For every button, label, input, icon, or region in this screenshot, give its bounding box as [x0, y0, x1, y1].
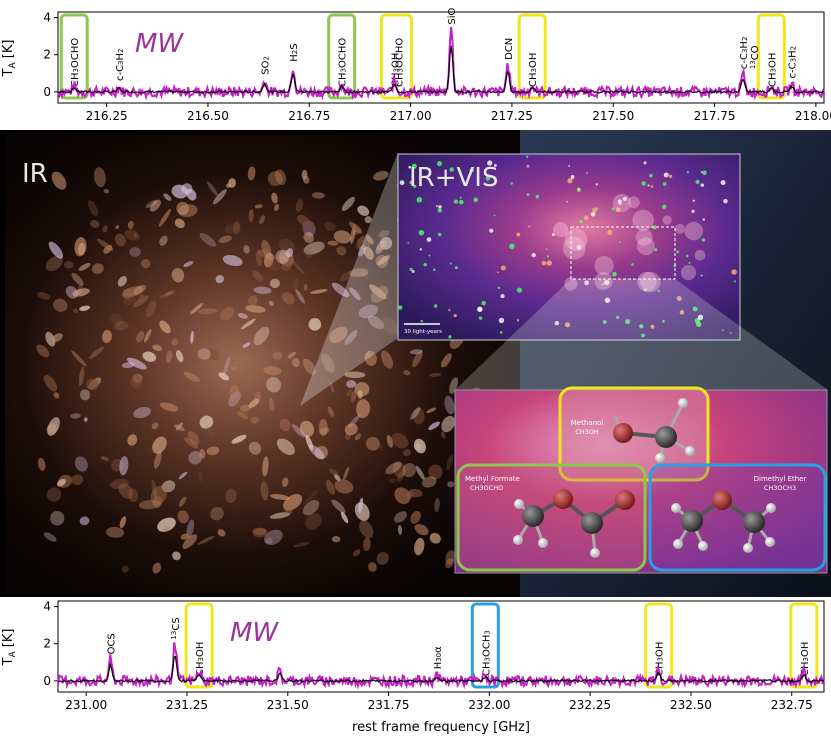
xtick-label: 232.50	[670, 698, 712, 712]
yellow-line-box	[517, 13, 547, 100]
molecule-panel: Methanol CH3OH Methyl Formate CH3OCHO	[454, 386, 828, 574]
line-label: 13CO	[749, 45, 761, 69]
ytick-label: 4	[43, 11, 51, 25]
blue-line-box	[470, 602, 500, 689]
xtick-label: 216.50	[187, 109, 229, 123]
yellow-line-box	[789, 602, 819, 689]
zoom-region-box	[570, 226, 676, 280]
yellow-line-box	[756, 13, 786, 100]
bottom-xticks: 231.00 231.25 231.50 231.75 232.00 232.25 232.…	[65, 692, 813, 712]
line-label: H30α	[433, 646, 444, 669]
bottom-xlabel: rest frame frequency [GHz]	[352, 720, 530, 735]
green-line-box	[59, 13, 89, 100]
top-spectrum-chart: TA [K] 0 2 4 216.25 216.50 216.75 217.00 217.2…	[1, 7, 831, 123]
line-label: CH3OH	[767, 53, 778, 87]
line-label: CH3OH	[800, 642, 811, 676]
line-label: SiO	[447, 7, 458, 24]
top-spectrum-black-line	[57, 45, 824, 95]
methanol-formula: CH3OH	[575, 428, 599, 436]
ytick-label: 0	[43, 85, 51, 99]
ytick-label: 0	[43, 674, 51, 688]
yellow-line-box	[379, 13, 413, 100]
methanol-molecule	[613, 398, 695, 463]
dimethyl-ether-name: Dimethyl Ether	[754, 475, 807, 483]
methyl-formate-name: Methyl Formate	[465, 475, 520, 483]
imagery-panel: IR 30 light-years IR+VIS Methanol CH3OH	[0, 130, 831, 597]
line-label: DCN	[504, 38, 515, 60]
line-label: CH3OH	[528, 53, 539, 87]
top-ylabel: TA [K]	[1, 40, 18, 78]
zoom-cone-2	[455, 279, 828, 390]
line-label: CH3OCHO	[394, 38, 405, 87]
line-label: CH3OCHO	[338, 38, 349, 87]
methyl-formate-formula: CH3OCHO	[470, 484, 503, 492]
line-label: SO2	[261, 56, 272, 75]
line-label: CH3OCH3	[481, 630, 492, 676]
dimethyl-ether-molecule	[671, 490, 776, 553]
bottom-yticks: 0 2 4	[43, 600, 58, 688]
xtick-label: 217.50	[592, 109, 634, 123]
line-label: CH3OH	[390, 53, 401, 87]
top-band-label: MW	[135, 29, 184, 59]
ytick-label: 2	[43, 637, 51, 651]
line-label: CH3OH	[195, 642, 206, 676]
bottom-spectrum-black-line	[57, 655, 825, 684]
ir-vis-image: 30 light-years	[397, 153, 741, 341]
xtick-label: 232.25	[569, 698, 611, 712]
dimethyl-ether-box	[648, 463, 827, 572]
green-line-box	[327, 13, 357, 100]
xtick-label: 231.25	[166, 698, 208, 712]
bottom-annotation-boxes	[184, 602, 819, 689]
zoom-cone-1	[300, 152, 398, 406]
bottom-spectrum-chart: TA [K] 0 2 4 231.00 231.25 231.50 231.75 232.0…	[1, 600, 825, 735]
line-label: CH3OCHO	[70, 38, 81, 87]
ir-vis-label: IR+VIS	[409, 163, 498, 193]
scale-bar-label: 30 light-years	[404, 329, 442, 335]
xtick-label: 231.75	[368, 698, 410, 712]
xtick-label: 217.25	[491, 109, 533, 123]
methyl-formate-molecule	[513, 489, 635, 558]
top-xticks: 216.25 216.50 216.75 217.00 217.25 217.50 217.…	[86, 103, 831, 123]
line-label: CH3OH	[655, 642, 666, 676]
ytick-label: 4	[43, 600, 51, 614]
yellow-line-box	[644, 602, 674, 689]
top-annotation-boxes	[59, 13, 786, 100]
line-label: OCS	[106, 633, 117, 654]
line-label: c-C3H2	[788, 46, 799, 79]
xtick-label: 218.00	[795, 109, 831, 123]
line-label: c-C3H2	[739, 37, 750, 70]
xtick-label: 217.75	[694, 109, 736, 123]
xtick-label: 231.50	[267, 698, 309, 712]
bottom-band-label: MW	[230, 618, 279, 648]
xtick-label: 231.00	[65, 698, 107, 712]
top-yticks: 0 2 4	[43, 11, 58, 99]
xtick-label: 216.25	[86, 109, 128, 123]
ytick-label: 2	[43, 48, 51, 62]
yellow-line-box	[184, 602, 214, 689]
xtick-label: 232.00	[468, 698, 510, 712]
methanol-name: Methanol	[571, 419, 604, 427]
xtick-label: 217.00	[390, 109, 432, 123]
xtick-label: 232.75	[771, 698, 813, 712]
line-label: c-C3H2	[115, 48, 126, 81]
bottom-line-labels: OCS 13CS CH3OH H30α CH3OCH3 CH3OH CH3OH	[106, 617, 810, 676]
line-label: 13CS	[170, 617, 182, 639]
ir-label: IR	[22, 159, 48, 189]
xtick-label: 216.75	[288, 109, 330, 123]
bottom-ylabel: TA [K]	[1, 629, 18, 667]
methyl-formate-box	[456, 463, 647, 572]
line-label: H2S	[289, 43, 300, 61]
dimethyl-ether-formula: CH3OCH3	[764, 484, 796, 492]
